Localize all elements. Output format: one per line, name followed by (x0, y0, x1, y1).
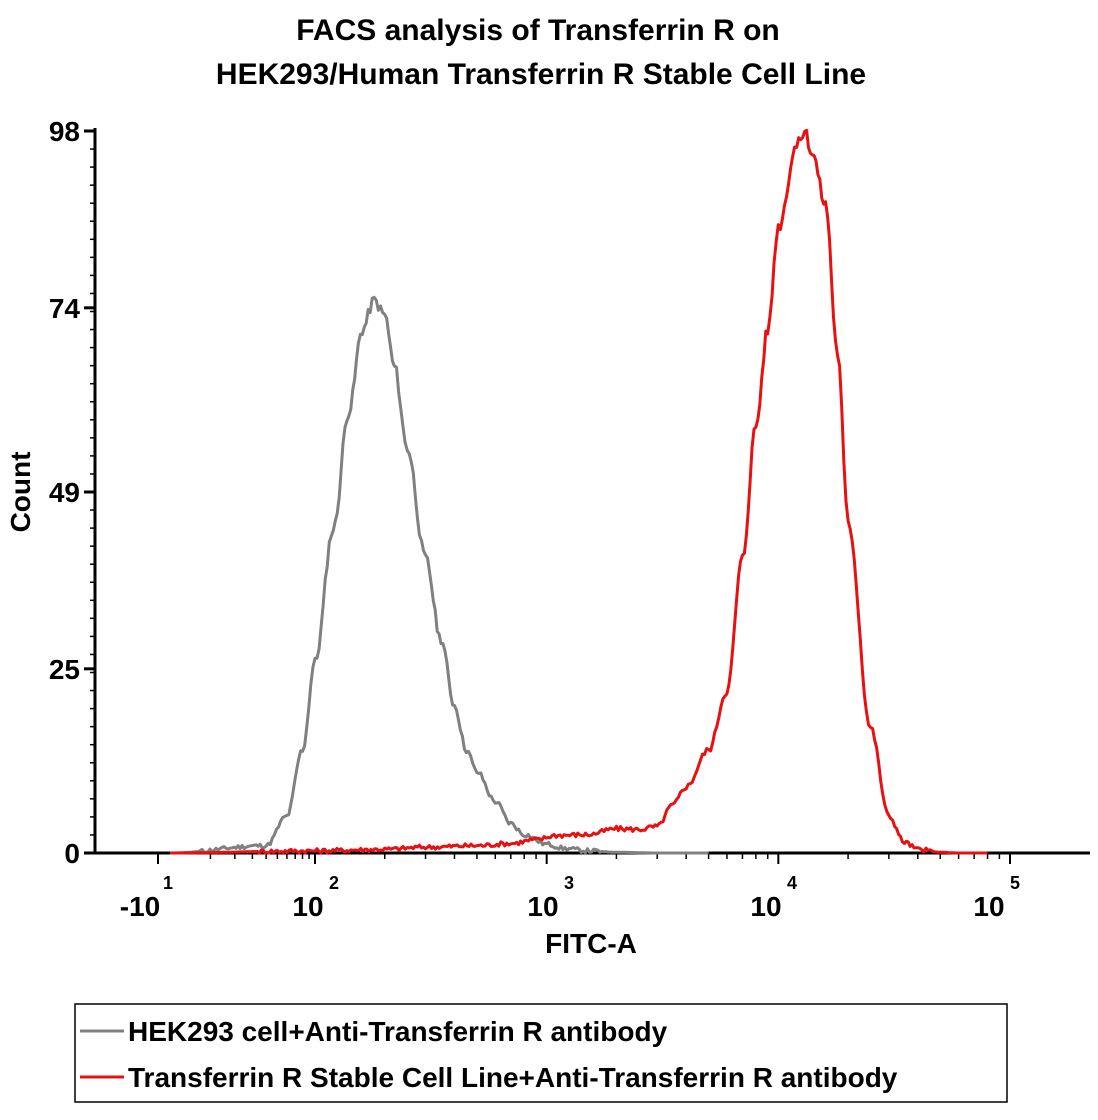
y-tick-label: 49 (49, 477, 80, 508)
chart-title-line-1: FACS analysis of Transferrin R on (296, 14, 779, 47)
x-tick-exponent-label: 4 (787, 873, 797, 893)
x-axis-ticks: -101 10 2 10 3 10 4 10 5 (120, 853, 1020, 922)
y-tick-label: 0 (64, 838, 80, 869)
y-axis-label: Count (5, 452, 36, 533)
x-tick-exponent-label: 2 (329, 873, 339, 893)
x-tick-base-label: 10 (527, 891, 558, 922)
chart-title-line-2: HEK293/Human Transferrin R Stable Cell L… (216, 58, 866, 91)
x-tick-exponent-label: 5 (1010, 873, 1020, 893)
plot-area (170, 128, 988, 855)
legend-label-1: HEK293 cell+Anti-Transferrin R antibody (128, 1016, 668, 1047)
x-tick-base-label: -10 (120, 891, 160, 922)
legend-box (74, 1003, 1008, 1103)
series-line-2 (170, 128, 988, 855)
x-tick-exponent-label: 1 (163, 873, 173, 893)
x-tick-base-label: 10 (750, 891, 781, 922)
x-tick-base-label: 10 (973, 891, 1004, 922)
x-axis-label: FITC-A (545, 928, 637, 959)
y-tick-label: 74 (49, 293, 81, 324)
y-axis-ticks: 0 25 49 74 98 (49, 116, 95, 869)
y-tick-label: 98 (49, 116, 80, 147)
x-tick-exponent-label: 3 (564, 873, 574, 893)
y-tick-label: 25 (49, 654, 80, 685)
legend-label-2: Transferrin R Stable Cell Line+Anti-Tran… (128, 1062, 898, 1093)
legend: HEK293 cell+Anti-Transferrin R antibody T… (80, 1016, 898, 1093)
series-line-1 (170, 295, 709, 855)
x-tick-base-label: 10 (292, 891, 323, 922)
